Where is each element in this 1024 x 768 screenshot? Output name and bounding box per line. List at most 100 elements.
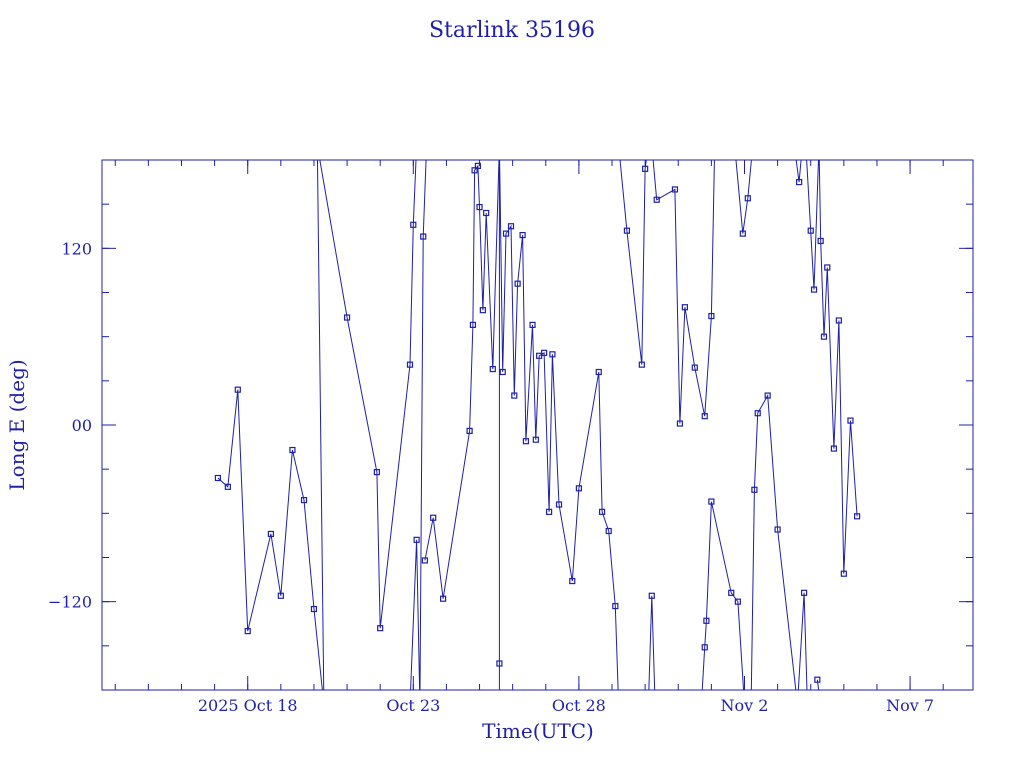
data-point (648, 592, 655, 599)
x-axis-label: Time(UTC) (482, 719, 594, 743)
data-point (814, 676, 821, 683)
data-point (708, 312, 715, 320)
data-point (496, 660, 503, 667)
data-point (824, 264, 831, 271)
data-point (502, 230, 510, 237)
data-point (522, 438, 530, 445)
data-point (701, 644, 708, 651)
data-point (598, 508, 606, 515)
data-point (234, 386, 241, 393)
data-point (575, 485, 582, 492)
y-tick-label: −120 (48, 593, 92, 612)
tick-labels: 2025 Oct 18 Oct 23 Oct 28 Nov 2 Nov 7 120 00 −1… (48, 239, 934, 715)
data-point (476, 204, 483, 211)
data-point (214, 474, 222, 482)
data-point (489, 365, 496, 373)
series-line-8 (701, 501, 745, 690)
data-point (703, 617, 710, 624)
data-point (545, 508, 553, 515)
series-line-5 (619, 160, 647, 365)
data-point (300, 496, 308, 504)
series-line-12 (797, 592, 808, 690)
x-tick-label: Oct 28 (552, 696, 606, 715)
data-point (244, 628, 251, 635)
data-point (810, 286, 818, 293)
data-point (479, 307, 486, 314)
data-point (440, 595, 447, 602)
data-point (549, 351, 556, 358)
series-line-6 (648, 595, 656, 690)
data-point (708, 498, 715, 505)
y-tick-label: 120 (61, 239, 92, 258)
data-point (511, 392, 518, 399)
data-point (817, 237, 824, 245)
data-point (469, 321, 477, 328)
data-point (830, 445, 838, 452)
data-point (569, 577, 576, 585)
data-point (847, 417, 854, 424)
series-line-1 (410, 160, 427, 690)
x-tick-label: Oct 23 (386, 696, 440, 715)
series-line-10 (750, 393, 797, 690)
data-point (430, 514, 437, 521)
data-point (289, 446, 296, 454)
y-axis-label: Long E (deg) (5, 359, 29, 490)
data-point (555, 501, 563, 508)
data-point (728, 589, 735, 596)
series-line-11 (795, 160, 802, 183)
data-point (420, 233, 427, 240)
data-point (754, 410, 761, 417)
data-point (676, 420, 684, 427)
series-line-4 (499, 160, 619, 690)
x-tick-label: 2025 Oct 18 (198, 696, 298, 715)
data-point (224, 483, 231, 490)
data-point (466, 427, 473, 434)
series-line-0 (217, 160, 417, 690)
data-point (343, 314, 351, 321)
data-point (529, 321, 536, 328)
data-point (410, 221, 417, 228)
plot-area (214, 160, 861, 690)
data-point (691, 364, 698, 371)
data-point (471, 167, 478, 174)
data-point (406, 361, 414, 368)
data-point (840, 570, 847, 577)
data-point (623, 227, 631, 234)
data-point (701, 413, 708, 420)
data-point (744, 195, 751, 202)
data-point (474, 162, 481, 169)
data-point (638, 361, 645, 368)
data-point (734, 598, 741, 605)
data-point (751, 486, 758, 493)
data-point (739, 230, 746, 237)
data-point (310, 605, 318, 613)
data-point (642, 165, 649, 172)
data-point (373, 469, 380, 476)
data-point (595, 368, 602, 376)
x-tick-label: Nov 7 (886, 696, 934, 715)
data-point (800, 589, 808, 596)
data-point (421, 557, 428, 564)
data-point (519, 231, 526, 239)
data-point (483, 209, 490, 217)
data-point (413, 536, 420, 543)
data-point (612, 602, 619, 610)
series-line-14 (816, 679, 820, 690)
data-point (267, 530, 275, 538)
data-point (514, 280, 521, 287)
data-point (653, 196, 660, 203)
series-line-7 (652, 160, 715, 424)
data-point (605, 527, 612, 535)
data-point (532, 436, 539, 443)
data-point (671, 186, 679, 193)
plot-frame (101, 159, 974, 691)
data-point (807, 227, 814, 234)
series-line-9 (735, 160, 752, 234)
data-point (499, 368, 506, 376)
chart-title: Starlink 35196 (429, 18, 595, 43)
data-point (853, 513, 861, 520)
data-point (835, 317, 842, 324)
axis-ticks (102, 160, 973, 690)
data-point (796, 178, 803, 186)
